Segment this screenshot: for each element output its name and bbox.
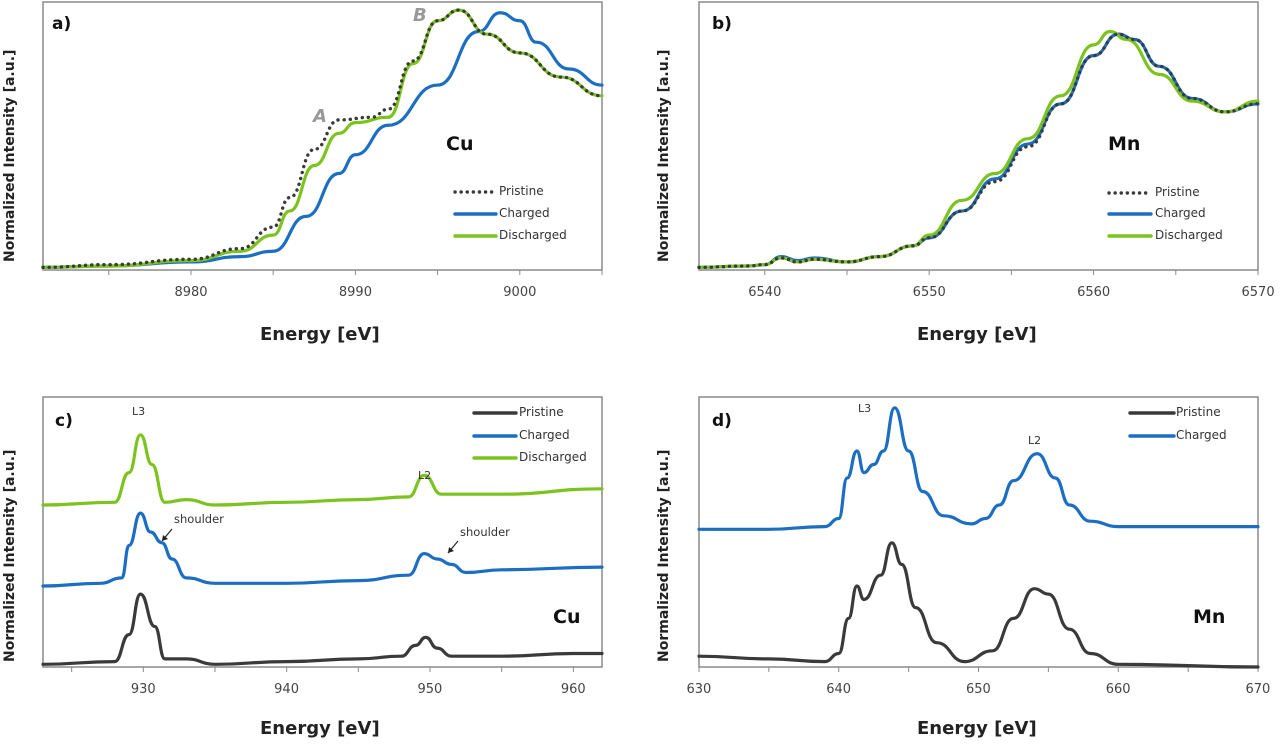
series-line-discharged (41, 433, 604, 507)
series-line-pristine (41, 592, 604, 666)
legend-pristine: Pristine (1176, 405, 1221, 419)
legend-charged: Charged (1176, 428, 1227, 442)
legend-discharged: Discharged (1155, 228, 1223, 242)
shoulder-annotation: shoulder (174, 512, 224, 526)
feature-label-b: B (413, 5, 427, 26)
series-line-pristine (41, 8, 604, 270)
legend-discharged: Discharged (499, 228, 567, 242)
x-tick-label: 6550 (912, 285, 946, 300)
series-line-charged (41, 11, 604, 269)
peak-label-l2: L2 (1028, 434, 1042, 447)
series-line-pristine (697, 541, 1260, 669)
series-line-charged (41, 511, 604, 588)
feature-label-a: A (313, 106, 327, 127)
legend-charged: Charged (1155, 206, 1206, 220)
x-tick-label: 650 (966, 682, 991, 697)
legend-pristine: Pristine (1155, 185, 1200, 199)
x-tick-label: 6570 (1241, 285, 1275, 300)
arrow-head-icon (448, 547, 454, 553)
x-tick-label: 9000 (503, 285, 537, 300)
x-axis-label-b: Energy [eV] (917, 324, 1037, 345)
panel-b-label: b) (712, 14, 732, 34)
panel-c-label: c) (55, 411, 73, 431)
x-tick-label: 670 (1245, 682, 1271, 697)
x-tick-label: 640 (826, 682, 852, 697)
arrow-head-icon (162, 535, 168, 541)
element-label-mn: Mn (1193, 606, 1226, 628)
x-tick-label: 8990 (338, 285, 372, 300)
legend-pristine: Pristine (499, 184, 544, 198)
legend-discharged: Discharged (519, 450, 587, 464)
x-tick-label: 940 (274, 682, 299, 697)
panel-d-label: d) (712, 411, 732, 431)
x-tick-label: 8980 (174, 285, 208, 300)
x-tick-label: 930 (130, 682, 156, 697)
x-axis-label-a: Energy [eV] (260, 324, 380, 345)
y-axis-label-d: Normalized Intensity [a.u.] (656, 449, 672, 662)
x-tick-label: 950 (417, 682, 443, 697)
plot-frame (42, 1, 603, 271)
peak-label-l3: L3 (132, 405, 146, 418)
x-tick-label: 960 (560, 682, 586, 697)
x-tick-label: 6560 (1077, 285, 1111, 300)
y-axis-label-a: Normalized Intensity [a.u.] (2, 49, 18, 262)
x-tick-label: 660 (1105, 682, 1131, 697)
series-line-charged (697, 406, 1260, 531)
peak-label-l2: L2 (418, 469, 432, 482)
x-axis-label-c: Energy [eV] (260, 718, 380, 739)
element-label-mn: Mn (1108, 133, 1141, 155)
plot-frame (698, 1, 1259, 271)
element-label-cu: Cu (446, 133, 474, 155)
element-label-cu: Cu (553, 606, 581, 628)
y-axis-label-b: Normalized Intensity [a.u.] (656, 49, 672, 262)
legend-charged: Charged (499, 206, 550, 220)
x-axis-label-d: Energy [eV] (917, 718, 1037, 739)
legend-charged: Charged (519, 428, 570, 442)
x-tick-label: 630 (686, 682, 712, 697)
panel-a-label: a) (52, 14, 72, 34)
plot-frame (42, 396, 603, 668)
series-line-pristine (697, 32, 1260, 270)
x-tick-label: 6540 (748, 285, 782, 300)
y-axis-label-c: Normalized Intensity [a.u.] (2, 449, 18, 662)
peak-label-l3: L3 (858, 402, 872, 415)
legend-pristine: Pristine (519, 405, 564, 419)
shoulder-annotation: shoulder (460, 525, 510, 539)
